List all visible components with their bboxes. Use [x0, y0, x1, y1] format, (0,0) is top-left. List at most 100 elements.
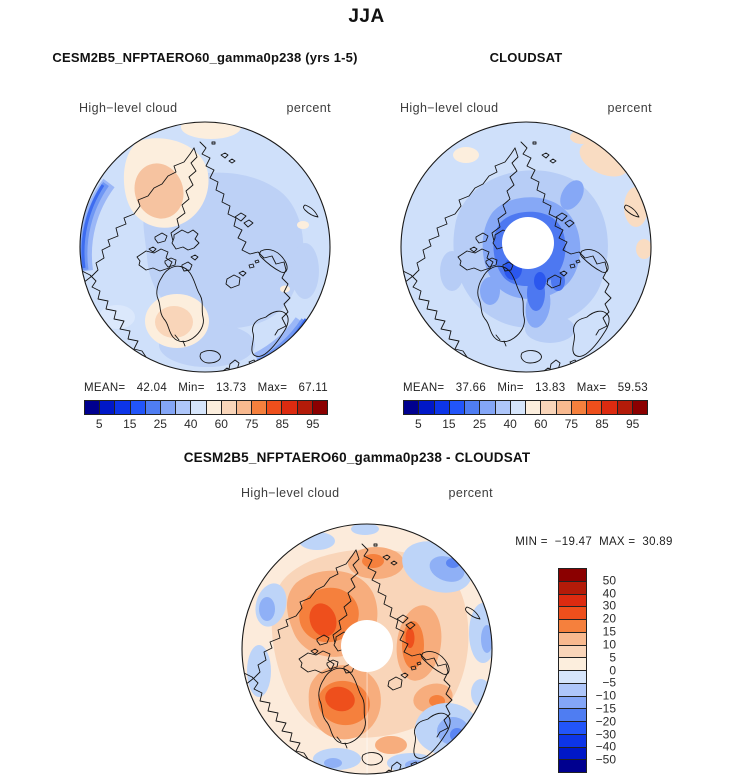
colorbar-tick-label: 95 — [306, 417, 320, 431]
colorbar-tick-label: −10 — [595, 688, 616, 703]
colorbar-cell — [541, 401, 557, 414]
cloudsat-max-label: Max= — [576, 382, 607, 394]
colorbar-cell — [252, 401, 268, 414]
difference-min-value: −19.47 — [554, 536, 593, 548]
colorbar-tick-label: 40 — [503, 417, 517, 431]
colorbar-cell — [130, 401, 146, 414]
model-panel-title: CESM2B5_NFPTAERO60_gamma0p238 (yrs 1-5) — [52, 50, 358, 65]
cloudsat-map — [400, 121, 652, 373]
colorbar-tick-label: 95 — [626, 417, 640, 431]
colorbar-cell — [221, 401, 237, 414]
figure-title: JJA — [348, 6, 385, 27]
colorbar-tick-label: 85 — [275, 417, 289, 431]
colorbar-cell — [559, 607, 586, 620]
colorbar-cell — [434, 401, 450, 414]
colorbar-cell — [85, 401, 101, 414]
colorbar-tick-label: 10 — [602, 637, 616, 652]
colorbar-tick-label: 5 — [609, 650, 616, 665]
colorbar-cell — [160, 401, 177, 414]
difference-min-label: MIN = — [515, 536, 548, 548]
cloudsat-min-label: Min= — [497, 382, 524, 394]
colorbar-cell — [312, 401, 327, 414]
model-colorbar — [84, 400, 328, 415]
colorbar-cell — [419, 401, 435, 414]
difference-map-outline — [241, 523, 493, 775]
colorbar-cell — [176, 401, 192, 414]
colorbar-cell — [559, 722, 586, 735]
cloudsat-colorbar — [403, 400, 648, 415]
colorbar-cell — [100, 401, 116, 414]
colorbar-tick-label: −15 — [595, 701, 616, 716]
model-mean-value: 42.04 — [136, 382, 168, 394]
cloudsat-stats: MEAN= 37.66 Min= 13.83 Max= 59.53 — [403, 382, 648, 394]
model-max-label: Max= — [257, 382, 288, 394]
colorbar-tick-label: 75 — [245, 417, 259, 431]
colorbar-cell — [602, 401, 618, 414]
colorbar-cell — [559, 569, 586, 582]
colorbar-cell — [559, 734, 586, 748]
colorbar-cell — [191, 401, 207, 414]
colorbar-tick-label: 40 — [602, 586, 616, 601]
colorbar-cell — [559, 696, 586, 710]
cloudsat-panel-title: CLOUDSAT — [489, 50, 563, 65]
colorbar-tick-label: 60 — [534, 417, 548, 431]
colorbar-cell — [480, 401, 496, 414]
difference-colorbar — [558, 568, 587, 773]
colorbar-tick-label: 25 — [472, 417, 487, 431]
colorbar-tick-label: 85 — [595, 417, 609, 431]
pole-data-hole — [502, 217, 554, 269]
colorbar-cell — [495, 401, 511, 414]
difference-map — [241, 523, 493, 775]
model-mean-label: MEAN= — [84, 382, 126, 394]
model-colorbar-ticks: 5 15 25 40 60 75 85 95 — [84, 417, 328, 431]
colorbar-tick-label: −5 — [602, 675, 616, 690]
colorbar-cell — [559, 683, 586, 697]
colorbar-tick-label: 50 — [602, 573, 616, 588]
colorbar-cell — [526, 401, 542, 414]
colorbar-cell — [236, 401, 253, 414]
pole-data-hole — [341, 620, 393, 672]
difference-minmax: MIN = −19.47 MAX = 30.89 — [498, 536, 690, 548]
model-map-outline — [79, 121, 331, 373]
difference-units-label: percent — [448, 486, 493, 500]
difference-map-labels: High−level cloud percent — [241, 486, 493, 500]
colorbar-cell — [465, 401, 481, 414]
model-map — [79, 121, 331, 373]
colorbar-tick-label: 25 — [153, 417, 167, 431]
model-field-label: High−level cloud — [79, 101, 178, 115]
seam-artifact — [366, 672, 368, 774]
cloudsat-field-label: High−level cloud — [400, 101, 499, 115]
cloudsat-mean-value: 37.66 — [455, 382, 487, 394]
difference-colorbar-ticks: 50 40 30 20 15 10 5 0 −5 −10 −15 −20 −30 −40 −50 — [590, 568, 616, 773]
model-max-value: 67.11 — [298, 382, 328, 394]
cloudsat-mean-label: MEAN= — [403, 382, 445, 394]
colorbar-cell — [145, 401, 161, 414]
colorbar-cell — [559, 671, 586, 684]
colorbar-cell — [449, 401, 465, 414]
colorbar-tick-label: 60 — [214, 417, 228, 431]
colorbar-tick-label: 75 — [564, 417, 579, 431]
colorbar-tick-label: 15 — [123, 417, 137, 431]
difference-max-label: MAX = — [599, 536, 636, 548]
colorbar-tick-label: 20 — [602, 611, 616, 626]
model-map-labels: High−level cloud percent — [79, 101, 331, 115]
colorbar-tick-label: 30 — [602, 598, 616, 613]
colorbar-tick-label: 15 — [442, 417, 456, 431]
colorbar-cell — [559, 632, 586, 646]
colorbar-cell — [559, 594, 586, 608]
colorbar-cell — [206, 401, 222, 414]
colorbar-tick-label: −50 — [595, 752, 616, 767]
difference-max-value: 30.89 — [642, 536, 673, 548]
colorbar-tick-label: −20 — [595, 714, 616, 729]
colorbar-cell — [632, 401, 647, 414]
colorbar-tick-label: 5 — [414, 417, 422, 431]
colorbar-cell — [556, 401, 572, 414]
colorbar-tick-label: 5 — [95, 417, 103, 431]
colorbar-cell — [115, 401, 131, 414]
colorbar-cell — [559, 620, 586, 633]
colorbar-cell — [571, 401, 587, 414]
colorbar-cell — [587, 401, 603, 414]
model-units-label: percent — [286, 101, 331, 115]
difference-field-label: High−level cloud — [241, 486, 340, 500]
